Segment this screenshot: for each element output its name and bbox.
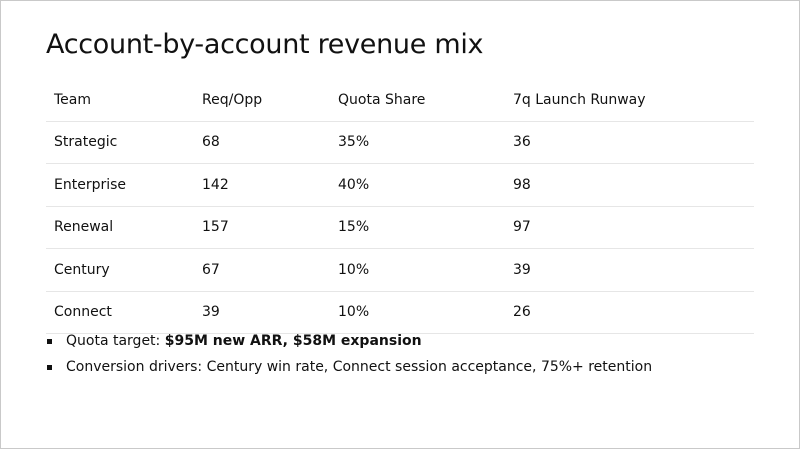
launch-runway-cell: 97 <box>513 219 531 236</box>
req-opp-cell: 142 <box>202 176 229 193</box>
bullet-list: Quota target: $95M new ARR, $58M expansi… <box>46 331 766 383</box>
launch-runway-cell: 98 <box>513 176 531 193</box>
revenue-mix-table: Team Req/Opp Quota Share 7q Launch Runwa… <box>46 79 754 334</box>
team-cell: Strategic <box>54 134 118 151</box>
team-cell: Connect <box>54 304 112 321</box>
launch-runway-cell: 39 <box>513 261 531 278</box>
launch-runway-cell: 36 <box>513 134 531 151</box>
bullet-prefix: Quota target: <box>66 333 165 349</box>
quota-share-cell: 10% <box>338 304 370 321</box>
column-header-team: Team <box>54 91 92 108</box>
req-opp-cell: 157 <box>202 219 229 236</box>
team-cell: Enterprise <box>54 176 127 193</box>
team-cell: Century <box>54 261 110 278</box>
quota-share-cell: 15% <box>338 219 370 236</box>
bullet-quota-target: Quota target: $95M new ARR, $58M expansi… <box>46 331 766 357</box>
bullet-conversion-drivers: Conversion drivers: Century win rate, Co… <box>46 357 766 383</box>
table-row: Connect 39 10% 26 <box>46 292 754 334</box>
column-header-launch-runway: 7q Launch Runway <box>513 91 646 108</box>
req-opp-cell: 68 <box>202 134 220 151</box>
table-row: Renewal 157 15% 97 <box>46 207 754 249</box>
launch-runway-cell: 26 <box>513 304 531 321</box>
table-header-row: Team Req/Opp Quota Share 7q Launch Runwa… <box>46 79 754 122</box>
team-cell: Renewal <box>54 219 114 236</box>
column-header-quota-share: Quota Share <box>338 91 426 108</box>
bullet-square-icon <box>47 339 52 344</box>
quota-share-cell: 35% <box>338 134 370 151</box>
column-header-req-opp: Req/Opp <box>202 91 263 108</box>
table-row: Strategic 68 35% 36 <box>46 122 754 164</box>
slide-title: Account-by-account revenue mix <box>46 29 484 60</box>
quota-share-cell: 40% <box>338 176 370 193</box>
req-opp-cell: 67 <box>202 261 220 278</box>
bullet-text: Conversion drivers: Century win rate, Co… <box>66 359 653 375</box>
bullet-square-icon <box>47 365 52 370</box>
req-opp-cell: 39 <box>202 304 220 321</box>
table-row: Century 67 10% 39 <box>46 249 754 292</box>
table-row: Enterprise 142 40% 98 <box>46 164 754 207</box>
quota-share-cell: 10% <box>338 261 370 278</box>
bullet-emphasis: $95M new ARR, $58M expansion <box>164 333 422 349</box>
